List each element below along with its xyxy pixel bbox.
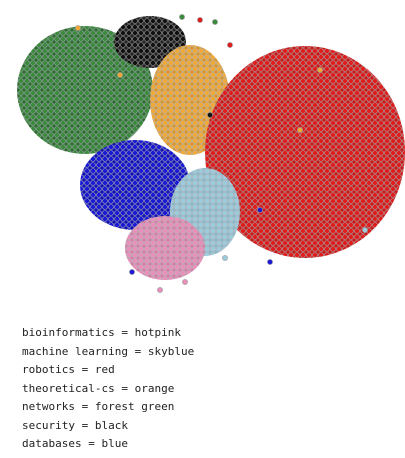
legend-entry: machine learning = skyblue — [22, 344, 195, 358]
legend-entry: security = black — [22, 418, 128, 432]
networks-cluster — [17, 26, 153, 154]
databases-cluster — [80, 140, 190, 230]
bioinformatics-cluster — [125, 216, 205, 280]
network-plot — [17, 14, 405, 293]
legend-entry: networks = forest green — [22, 400, 175, 413]
legend-entry: robotics = red — [22, 363, 115, 376]
legend-entry: databases = blue — [22, 437, 128, 450]
legend: bioinformatics = hotpink machine learnin… — [22, 324, 194, 454]
robotics-cluster — [205, 46, 405, 258]
stray-nodes — [75, 14, 368, 293]
legend-entry: bioinformatics = hotpink — [22, 326, 181, 339]
legend-entry: theoretical-cs = orange — [22, 381, 175, 395]
